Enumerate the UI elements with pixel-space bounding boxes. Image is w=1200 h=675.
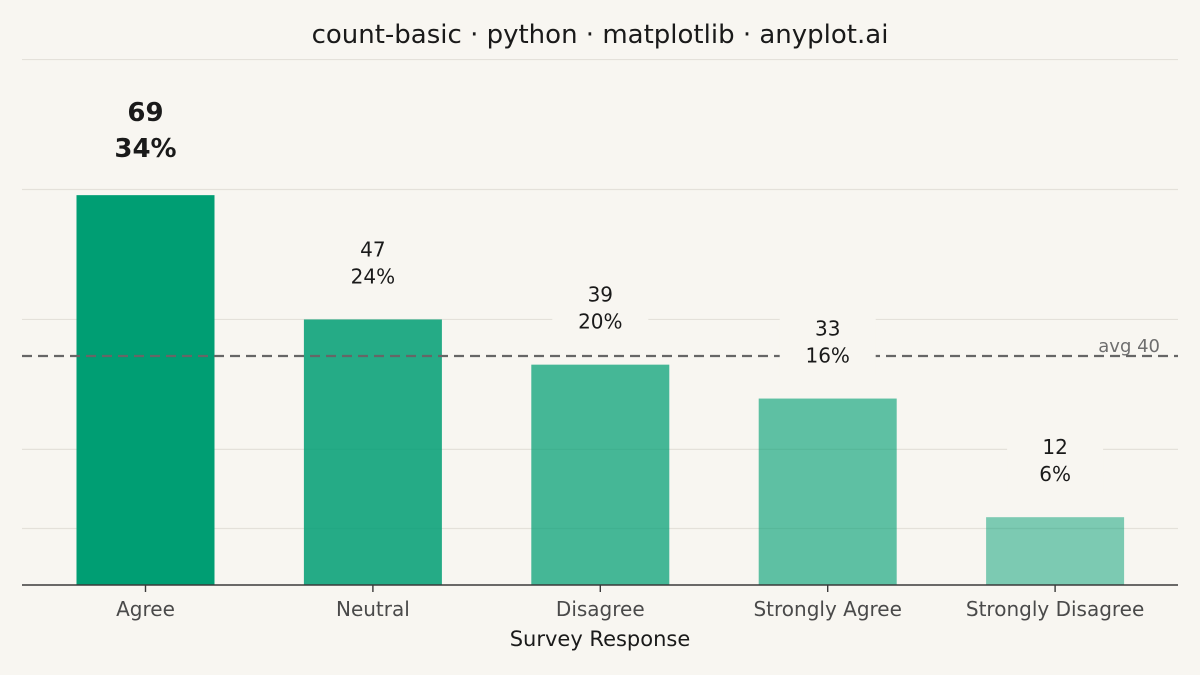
average-reference-label: avg 40 (1098, 336, 1160, 357)
data-label-background (324, 235, 421, 300)
data-label-percent: 20% (578, 310, 622, 334)
x-axis: Agree Neutral Disagree Strongly Agree Strong… (22, 584, 1178, 621)
data-label-count: 39 (588, 283, 613, 307)
data-label-percent: 6% (1039, 462, 1071, 486)
x-tick-label: Strongly Agree (753, 597, 901, 621)
x-tick-label: Neutral (336, 597, 410, 621)
data-label-percent: 34% (114, 134, 176, 164)
bar-agree (76, 195, 215, 585)
data-label-count: 12 (1042, 435, 1067, 459)
x-tick-label: Disagree (556, 597, 645, 621)
bars (76, 195, 1125, 585)
bar-neutral (303, 319, 442, 585)
data-label-count: 69 (127, 98, 163, 128)
chart-title: count-basic · python · matplotlib · anyp… (312, 20, 889, 50)
x-axis-label: Survey Response (510, 627, 691, 651)
x-tick-label: Agree (116, 597, 175, 621)
bar-strongly-disagree (986, 517, 1125, 585)
reference-line-group: avg 40 (22, 336, 1178, 358)
data-label-percent: 16% (805, 344, 849, 368)
data-label-background (1007, 433, 1104, 498)
data-label-background (552, 280, 649, 345)
x-tick-label: Strongly Disagree (966, 597, 1144, 621)
data-label-count: 33 (815, 317, 840, 341)
data-label-count: 47 (360, 237, 385, 261)
data-label-background (779, 314, 876, 379)
bar-strongly-agree (758, 398, 897, 585)
bar-disagree (531, 364, 670, 585)
data-labels: 69 34% 47 24% 39 20% 33 16% 12 6% (114, 98, 1104, 498)
data-label-percent: 24% (351, 264, 395, 288)
